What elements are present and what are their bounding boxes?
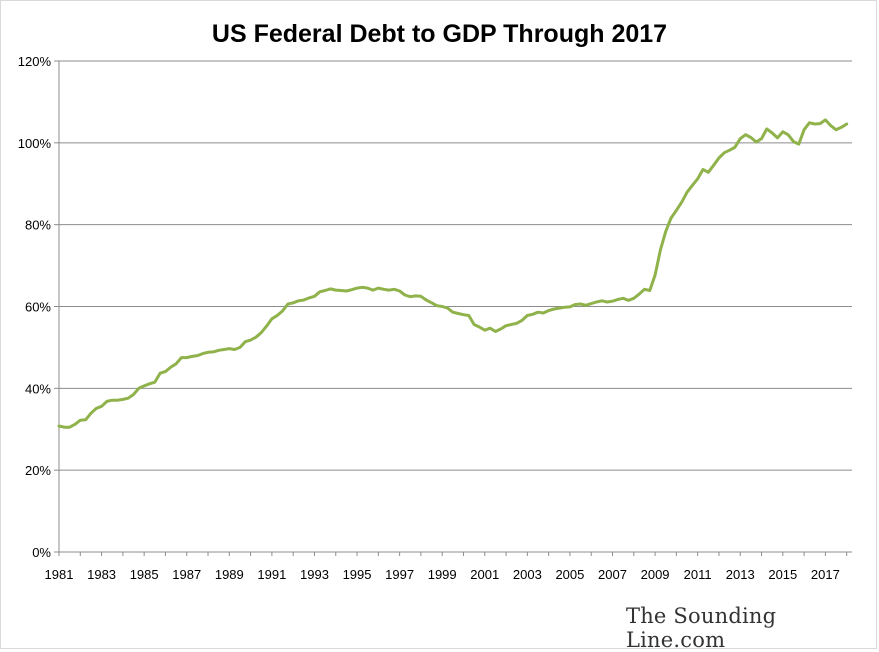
x-tick-label: 2005 (555, 567, 584, 582)
x-tick-label: 2011 (684, 567, 712, 582)
chart-title: US Federal Debt to GDP Through 2017 (211, 20, 668, 48)
debt-to-gdp-line (57, 118, 849, 429)
x-tick-label: 1983 (87, 567, 116, 582)
axes (54, 60, 852, 556)
x-tick-label: 2003 (513, 567, 542, 582)
x-tick-label: 2009 (641, 567, 670, 582)
y-tick-label: 40% (25, 381, 51, 396)
x-tick-label: 1997 (385, 567, 414, 582)
gridlines (59, 60, 852, 471)
x-tick-label: 2013 (726, 567, 755, 582)
y-tick-label: 100% (18, 136, 52, 151)
x-tick-label: 1993 (300, 567, 329, 582)
x-tick-label: 1991 (257, 567, 286, 582)
y-tick-label: 80% (25, 218, 51, 233)
y-tick-label: 0% (32, 545, 51, 560)
x-tick-label: 1999 (428, 567, 457, 582)
x-tick-label: 2015 (768, 567, 797, 582)
brand-watermark: The Sounding Line.com (626, 604, 777, 652)
x-tick-label: 1987 (172, 567, 201, 582)
y-tick-label: 20% (25, 463, 51, 478)
x-tick-label: 1981 (45, 567, 74, 582)
series-group (57, 118, 849, 429)
x-tick-label: 1989 (215, 567, 244, 582)
y-axis-ticks: 0% 20% 40% 60% 80% 100% 120% (18, 54, 52, 560)
x-tick-label: 2007 (598, 567, 627, 582)
x-tick-label: 2017 (811, 567, 840, 582)
x-tick-label: 1995 (343, 567, 372, 582)
x-tick-label: 1985 (130, 567, 159, 582)
y-tick-label: 60% (25, 300, 51, 315)
y-tick-label: 120% (18, 54, 52, 69)
x-axis-ticks: 1981 1983 1985 1987 1989 1991 1993 1995 1997 1999… (45, 567, 840, 582)
x-tick-label: 2001 (470, 567, 499, 582)
